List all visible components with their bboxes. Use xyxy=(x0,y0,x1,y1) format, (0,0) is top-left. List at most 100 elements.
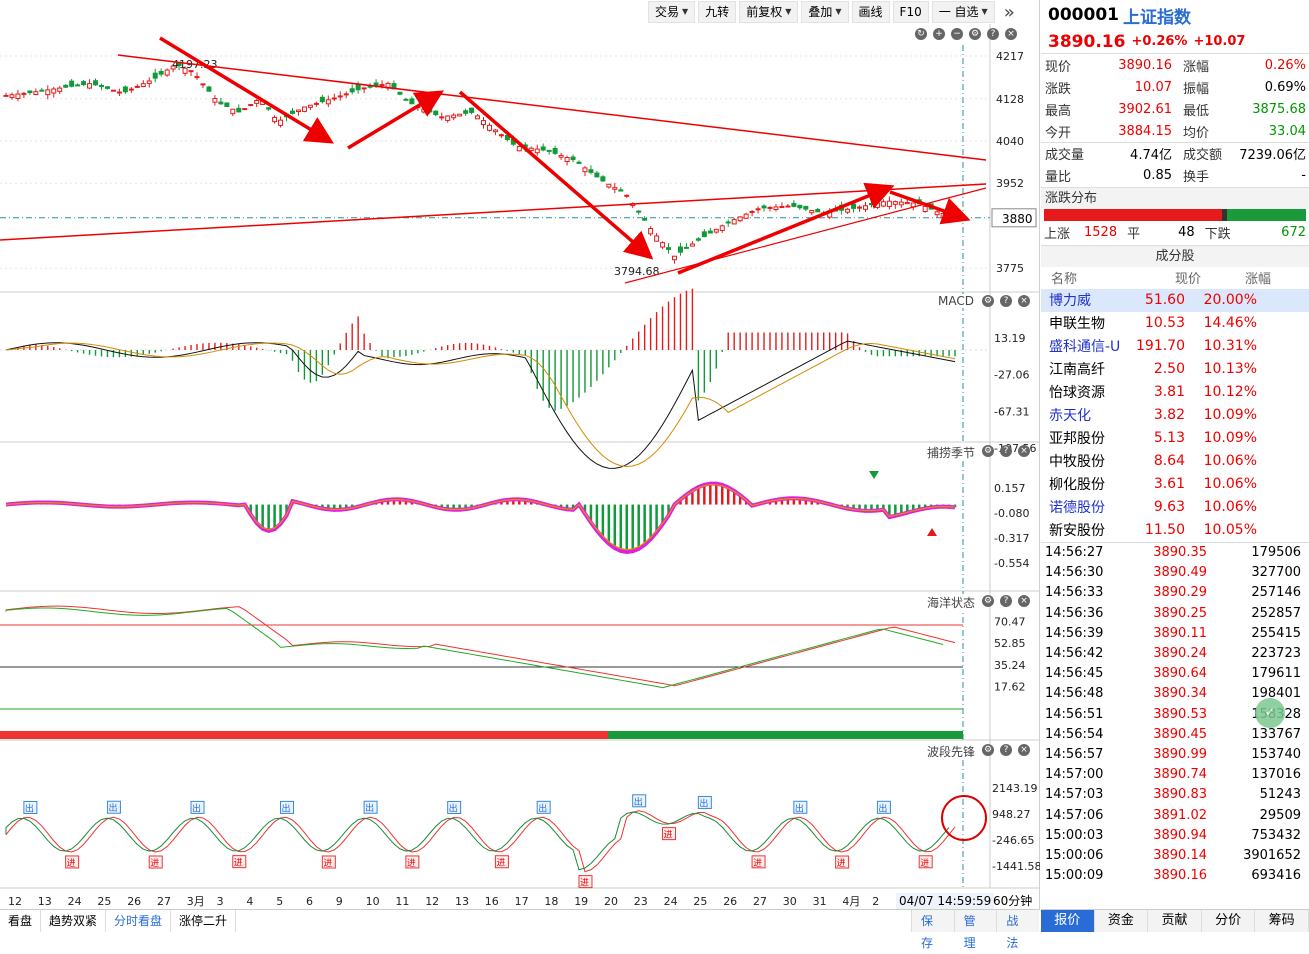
candle xyxy=(266,107,272,110)
candle xyxy=(349,88,355,93)
chart-area[interactable]: 42174128404039523880377538804197.233794.… xyxy=(0,0,1040,950)
candle xyxy=(421,108,427,113)
gear-icon[interactable]: ⚙ xyxy=(982,744,994,756)
constituents-header-cell[interactable]: 名称 xyxy=(1051,272,1078,287)
index-chg: +10.07 xyxy=(1193,34,1246,49)
constituent-row[interactable]: 怡球资源 3.81 10.12% xyxy=(1041,381,1309,404)
toolbar-button-0[interactable]: 交易 ▼ xyxy=(648,1,696,23)
constituent-row[interactable]: 博力威 51.60 20.00% xyxy=(1041,288,1309,312)
candle xyxy=(93,80,99,86)
x-axis-label: 20 xyxy=(604,895,618,908)
constituents-header-cell[interactable]: 涨幅 xyxy=(1244,272,1271,287)
help-icon[interactable]: ? xyxy=(987,28,999,40)
double-chevron-right-icon[interactable]: » xyxy=(1003,1,1015,23)
quote-label: 成交额 xyxy=(1183,148,1223,164)
help-icon[interactable]: ? xyxy=(1000,295,1012,307)
candle xyxy=(624,194,630,197)
quote-tab-0[interactable]: 报价 xyxy=(1041,910,1095,932)
quote-value: 3890.16 xyxy=(1118,57,1172,73)
toolbar-button-label: 交易 xyxy=(655,5,680,19)
constituent-name: 亚邦股份 xyxy=(1049,431,1105,447)
low-annotation: 3794.68 xyxy=(614,265,660,278)
candle xyxy=(874,202,880,208)
toolbar-button-1[interactable]: 九转 xyxy=(698,1,737,23)
quote-tab-1[interactable]: 资金 xyxy=(1094,910,1149,932)
candle xyxy=(934,211,940,216)
tick-list[interactable]: 14:56:27 3890.35 179506 14:56:30 3890.49 3277… xyxy=(1041,541,1309,886)
constituent-row[interactable]: 柳化股份 3.61 10.06% xyxy=(1041,473,1309,496)
index-name[interactable]: 上证指数 xyxy=(1122,7,1191,28)
constituent-row[interactable]: 亚邦股份 5.13 10.09% xyxy=(1041,427,1309,450)
bottom-tab-1[interactable]: 趋势双紧 xyxy=(41,910,107,932)
plus-icon[interactable]: + xyxy=(933,28,945,40)
tick-price: 3890.11 xyxy=(1153,625,1207,641)
help-icon[interactable]: ? xyxy=(1000,744,1012,756)
in-signal-label: 进 xyxy=(664,830,673,841)
candle xyxy=(206,86,212,92)
help-icon[interactable]: ? xyxy=(1000,445,1012,457)
toolbar-button-2[interactable]: 前复权 ▼ xyxy=(739,1,799,23)
constituents-header-cell[interactable]: 现价 xyxy=(1174,272,1201,287)
bottom-button-1[interactable]: 管理 xyxy=(953,910,997,950)
candle xyxy=(677,246,683,253)
toolbar-button-5[interactable]: F10 xyxy=(892,1,929,23)
up-label: 上涨 xyxy=(1044,227,1071,242)
candle xyxy=(636,210,642,213)
tick-volume: 255415 xyxy=(1251,625,1301,641)
close-icon[interactable]: × xyxy=(1018,595,1030,607)
quote-label: 换手 xyxy=(1183,170,1210,185)
ocean-tick-label: 70.47 xyxy=(994,616,1026,629)
period-select[interactable]: 60分钟 xyxy=(993,894,1033,908)
quote-tab-2[interactable]: 贡献 xyxy=(1148,910,1202,932)
quote-tab-3[interactable]: 分价 xyxy=(1201,910,1256,932)
tick-time: 14:56:39 xyxy=(1045,625,1104,641)
candle xyxy=(45,89,51,96)
constituent-row[interactable]: 诺德股份 9.63 10.06% xyxy=(1041,496,1309,519)
tick-price: 3890.83 xyxy=(1153,787,1207,803)
tick-row: 14:57:00 3890.74 137016 xyxy=(1041,765,1309,785)
help-icon[interactable]: ? xyxy=(1000,595,1012,607)
bottom-tab-3[interactable]: 涨停二升 xyxy=(171,910,237,932)
bottom-button-0[interactable]: 保存 xyxy=(911,910,954,950)
bottom-tab-2[interactable]: 分时看盘 xyxy=(106,910,172,932)
x-axis-label: 3 xyxy=(217,895,224,908)
bottom-tab-0[interactable]: 看盘 xyxy=(0,910,42,932)
gear-icon[interactable]: ⚙ xyxy=(982,445,994,457)
close-icon[interactable]: × xyxy=(1018,295,1030,307)
toolbar-button-6[interactable]: 一 自选 ▼ xyxy=(931,1,995,23)
candle xyxy=(445,115,451,121)
tick-price: 3890.74 xyxy=(1153,767,1207,783)
gear-icon[interactable]: ⚙ xyxy=(982,295,994,307)
close-icon[interactable]: × xyxy=(1018,445,1030,457)
gear-icon[interactable]: ⚙ xyxy=(969,28,981,40)
close-icon[interactable]: × xyxy=(1005,28,1017,40)
candle xyxy=(588,169,594,173)
constituent-row[interactable]: 赤天化 3.82 10.09% xyxy=(1041,404,1309,427)
toolbar-button-3[interactable]: 叠加 ▼ xyxy=(801,1,849,23)
kline-chart[interactable]: 42174128404039523880377538804197.233794.… xyxy=(0,0,1040,909)
assistant-float-icon[interactable]: ✓ xyxy=(1255,698,1285,728)
minus-icon[interactable]: − xyxy=(951,28,963,40)
gear-icon[interactable]: ⚙ xyxy=(982,595,994,607)
toolbar-button-4[interactable]: 画线 xyxy=(851,1,890,23)
constituent-row[interactable]: 新安股份 11.50 10.05% xyxy=(1041,519,1309,542)
quote-tab-4[interactable]: 筹码 xyxy=(1255,910,1309,932)
candle xyxy=(558,154,564,158)
candle xyxy=(528,147,534,152)
out-signal-box xyxy=(23,801,38,815)
constituent-pct: 10.12% xyxy=(1203,384,1257,400)
x-axis-label: 3月 xyxy=(187,895,205,908)
constituents-header: 名称 现价 涨幅 xyxy=(1041,267,1309,289)
close-icon[interactable]: × xyxy=(1018,744,1030,756)
refresh-icon[interactable]: ↻ xyxy=(915,28,927,40)
constituent-row[interactable]: 江南高纤 2.50 10.13% xyxy=(1041,358,1309,381)
down-count: 672 xyxy=(1281,225,1306,240)
constituent-row[interactable]: 中牧股份 8.64 10.06% xyxy=(1041,450,1309,473)
in-signal-label: 进 xyxy=(580,878,589,889)
constituent-row[interactable]: 盛科通信-U 191.70 10.31% xyxy=(1041,335,1309,358)
quote-label: 量比 xyxy=(1045,170,1072,185)
bottom-button-2[interactable]: 战法 xyxy=(996,910,1040,950)
candle xyxy=(75,84,81,87)
in-signal-label: 进 xyxy=(234,858,243,869)
constituent-row[interactable]: 申联生物 10.53 14.46% xyxy=(1041,312,1309,335)
